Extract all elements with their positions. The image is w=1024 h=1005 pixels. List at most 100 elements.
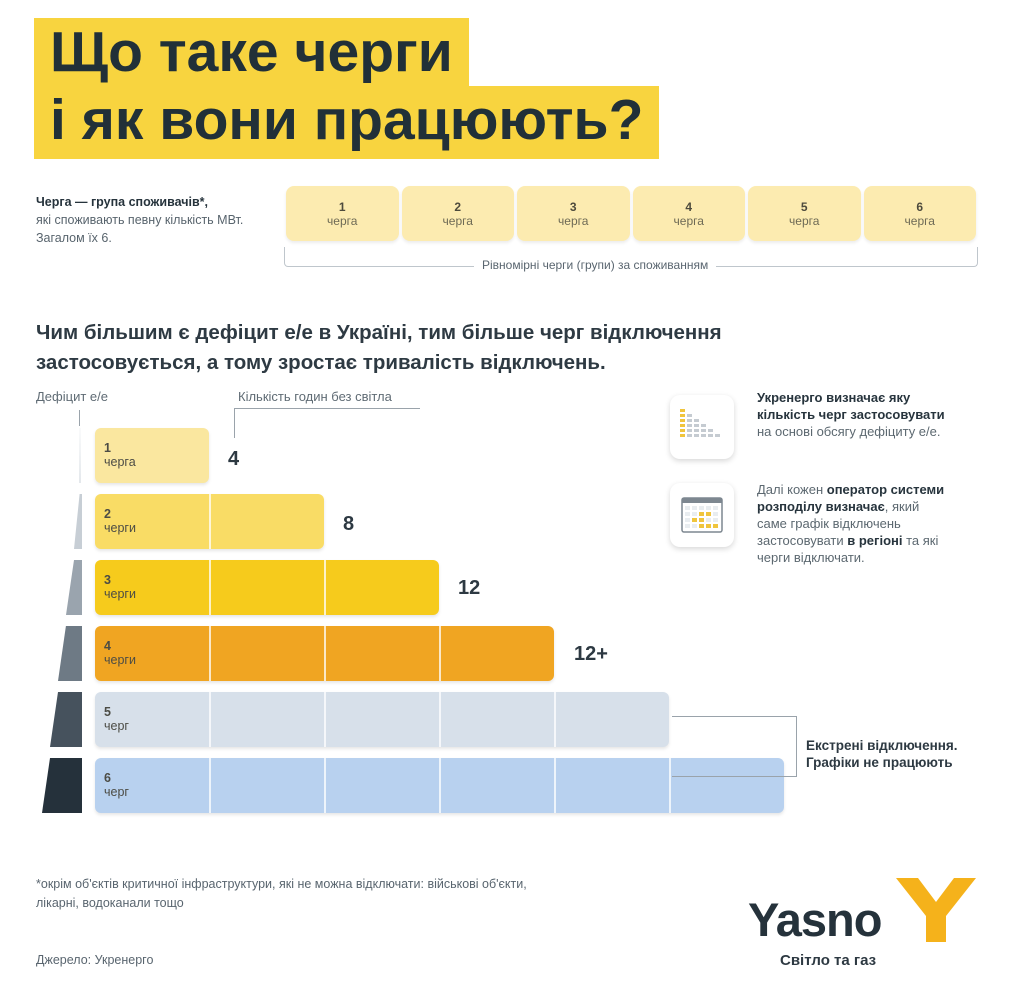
queue-cell: 2 черга <box>401 186 514 241</box>
info-bold-2: в регіоні <box>847 533 903 548</box>
bar-divider <box>324 692 326 747</box>
bar-divider <box>439 626 441 681</box>
bar-label: 6 черг <box>104 771 129 799</box>
info-pre: Далі кожен <box>757 482 827 497</box>
headline: Чим більшим є дефіцит е/е в Україні, тим… <box>36 321 722 374</box>
queue-number: 5 <box>800 199 808 214</box>
bar-number: 2 <box>104 507 111 521</box>
deficit-wedge-segment <box>66 560 82 615</box>
queue-number: 3 <box>569 199 577 214</box>
hours-axis-label: Кількість годин без світла <box>238 389 392 404</box>
hours-pointer <box>234 408 235 438</box>
queue-word: черга <box>442 213 473 228</box>
deficit-pointer <box>79 410 80 426</box>
queue-level-bar-2: 2 черги <box>95 494 324 549</box>
schedule-grid-icon <box>670 483 734 547</box>
queue-level-bar-3: 3 черги <box>95 560 439 615</box>
queue-word: черга <box>789 213 820 228</box>
deficit-wedge-segment <box>79 428 81 483</box>
queue-number: 4 <box>685 199 693 214</box>
queue-word: черга <box>904 213 935 228</box>
info-rest: та які черги відключати. <box>757 533 939 565</box>
queue-number: 6 <box>916 199 924 214</box>
hours-value: 12+ <box>574 643 608 665</box>
brand-name: Yasno <box>748 893 882 946</box>
bar-label: 4 черги <box>104 639 136 667</box>
bar-number: 1 <box>104 441 111 455</box>
info-bold: Укренерго визначає яку кількість черг за… <box>757 390 945 422</box>
queue-bars-icon-graphic <box>680 409 720 437</box>
bar-divider <box>324 626 326 681</box>
bar-divider <box>324 560 326 615</box>
bar-word: черги <box>104 653 136 667</box>
info-mid: , який саме графік відключень застосовув… <box>757 499 920 548</box>
queue-definition: Черга — група споживачів*, які споживают… <box>36 193 266 247</box>
queue-word: черга <box>673 213 704 228</box>
queue-cell: 3 черга <box>517 186 630 241</box>
deficit-wedge-segment <box>74 494 82 549</box>
info-bold-1: оператор системи розподілу визначає <box>757 482 945 514</box>
hours-value: 4 <box>228 448 240 470</box>
queue-definition-bold: Черга — група споживачів*, <box>36 195 209 209</box>
queue-word: черга <box>327 213 358 228</box>
bar-number: 5 <box>104 705 111 719</box>
queue-cell: 6 черга <box>863 186 976 241</box>
queue-cell: 5 черга <box>748 186 861 241</box>
queue-number: 2 <box>454 199 462 214</box>
bar-divider <box>439 692 441 747</box>
emergency-bracket <box>672 716 797 777</box>
bar-label: 2 черги <box>104 507 136 535</box>
hours-value: 8 <box>343 513 355 535</box>
bar-word: черг <box>104 785 129 799</box>
yasno-logo-icon <box>896 878 976 942</box>
queue-number: 1 <box>338 199 346 214</box>
bar-word: черга <box>104 455 136 469</box>
bar-divider <box>209 692 211 747</box>
bar-label: 5 черг <box>104 705 129 733</box>
bar-divider <box>669 758 671 813</box>
queue-level-bar-6: 6 черг <box>95 758 784 813</box>
bar-divider <box>324 758 326 813</box>
bar-label: 3 черги <box>104 573 136 601</box>
bar-divider <box>554 692 556 747</box>
bar-number: 6 <box>104 771 111 785</box>
strip-caption: Рівномірні черги (групи) за споживанням <box>474 258 717 272</box>
queue-level-bar-4: 4 черги <box>95 626 554 681</box>
bar-divider <box>209 560 211 615</box>
bar-divider <box>209 758 211 813</box>
queue-level-bar-5: 5 черг <box>95 692 669 747</box>
queue-bars-icon <box>670 395 734 459</box>
deficit-wedge-segment <box>50 692 82 747</box>
bar-number: 3 <box>104 573 111 587</box>
footnote: *окрім об'єктів критичної інфраструктури… <box>36 877 527 910</box>
bar-word: черги <box>104 587 136 601</box>
title-line-2: і як вони працюють? <box>34 86 660 159</box>
bar-divider <box>209 626 211 681</box>
brand-tagline: Світло та газ <box>780 952 877 969</box>
deficit-wedge-segment <box>42 758 82 813</box>
title-line-1: Що таке черги <box>34 18 469 91</box>
queue-cell: 1 черга <box>286 186 399 241</box>
bar-number: 4 <box>104 639 111 653</box>
queue-level-bar-1: 1 черга <box>95 428 209 483</box>
info-rest: на основі обсягу дефіциту е/е. <box>757 424 941 439</box>
info-text-ukrenergo: Укренерго визначає яку кількість черг за… <box>757 389 947 440</box>
bar-label: 1 черга <box>104 441 136 469</box>
deficit-wedge-segment <box>58 626 82 681</box>
hours-pointer-bar <box>234 408 420 409</box>
source-note: Джерело: Укренерго <box>36 953 154 967</box>
bar-divider <box>209 494 211 549</box>
bar-divider <box>439 758 441 813</box>
queue-definition-text: які споживають певну кількість МВт. Зага… <box>36 213 244 245</box>
bar-word: черги <box>104 521 136 535</box>
deficit-axis-label: Дефіцит е/е <box>36 389 108 404</box>
info-text-operator: Далі кожен оператор системи розподілу ви… <box>757 481 947 566</box>
hours-value: 12 <box>458 577 481 599</box>
bar-word: черг <box>104 719 129 733</box>
bar-divider <box>554 758 556 813</box>
queue-word: черга <box>558 213 589 228</box>
queue-cell: 4 черга <box>632 186 745 241</box>
queue-strip: 1 черга 2 черга 3 черга 4 черга 5 черга … <box>286 186 976 241</box>
schedule-grid-icon-graphic <box>681 497 723 533</box>
emergency-note: Екстрені відключення. Графіки не працюют… <box>806 738 958 770</box>
